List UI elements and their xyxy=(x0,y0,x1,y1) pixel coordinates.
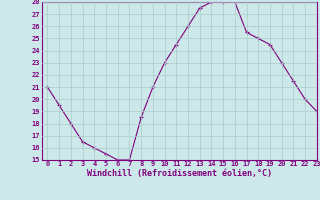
X-axis label: Windchill (Refroidissement éolien,°C): Windchill (Refroidissement éolien,°C) xyxy=(87,169,272,178)
